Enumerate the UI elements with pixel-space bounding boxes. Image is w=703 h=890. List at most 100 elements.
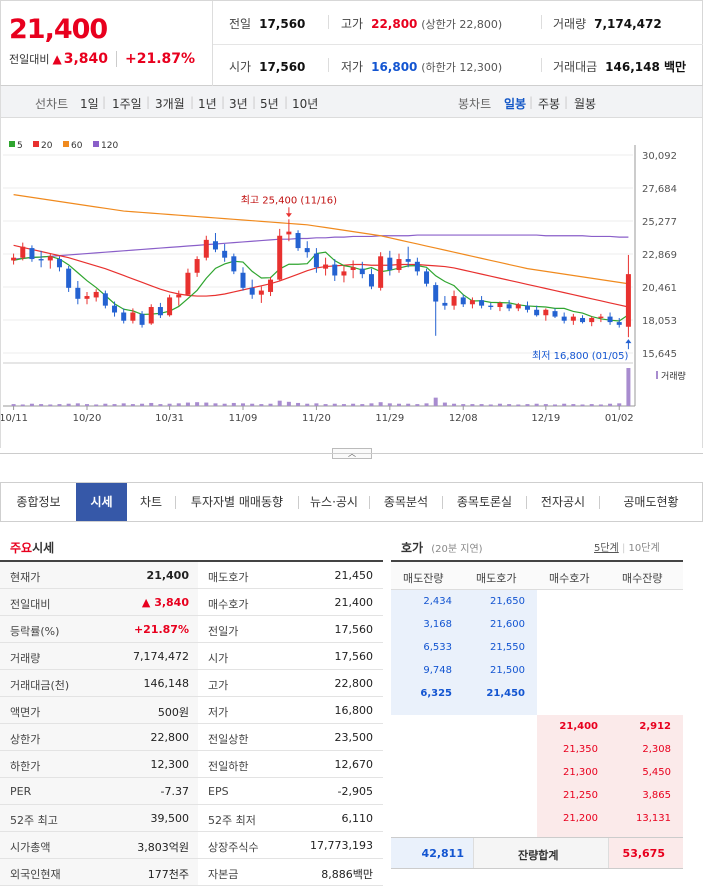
tab-news[interactable]: 뉴스·공시 xyxy=(310,495,358,509)
quote-value: 7,174,472 xyxy=(133,650,189,663)
volume-bar xyxy=(580,404,585,406)
quote-value: -2,905 xyxy=(337,785,373,798)
candle-body xyxy=(405,259,411,262)
candle-body xyxy=(488,305,494,308)
quote-row: 52주 최고 39,500 52주 최저 6,110 xyxy=(0,805,383,832)
volume-legend-swatch xyxy=(656,371,658,379)
main-quote-table: 현재가 21,400 매도호가 21,450 전일대비 ▲ 3,840 매수호가 21,400… xyxy=(0,560,383,886)
change-value: 3,840 xyxy=(63,51,109,67)
candle-body xyxy=(84,296,90,299)
y-tick-label: 15,645 xyxy=(642,349,677,360)
candle-body xyxy=(139,313,145,325)
quote-row: 시가총액 3,803억원 상장주식수 17,773,193 xyxy=(0,832,383,859)
volume-bar xyxy=(112,404,117,406)
tab-investor-trend[interactable]: 투자자별 매매동향 xyxy=(190,495,284,509)
quote-label: 자본금 xyxy=(208,868,239,881)
low-price: 저가 16,800 (하한가 12,300) xyxy=(341,60,503,74)
tab-3m[interactable]: 3개월 xyxy=(155,97,185,111)
volume-bar xyxy=(351,403,356,406)
tab-5y[interactable]: 5년 xyxy=(260,97,279,111)
quote-label: 등락률(%) xyxy=(10,625,60,638)
legend-label: 60 xyxy=(71,141,83,151)
level5-link[interactable]: 5단계 xyxy=(594,543,619,554)
bid-row: 21,250 3,865 xyxy=(537,784,683,807)
volume-bar xyxy=(461,404,466,406)
y-tick-label: 18,053 xyxy=(642,316,677,327)
tab-10y[interactable]: 10년 xyxy=(292,97,319,111)
candle-body xyxy=(479,300,485,306)
tab-weekly[interactable]: 주봉 xyxy=(538,97,561,111)
volume-bar xyxy=(617,403,622,406)
bid-price: 21,300 xyxy=(563,767,598,778)
volume-bar xyxy=(241,403,245,406)
volume-bar xyxy=(553,404,557,406)
candle-body xyxy=(93,291,99,298)
volume-bar xyxy=(11,404,16,406)
tab-1w[interactable]: 1주일 xyxy=(112,97,142,111)
candle-body xyxy=(552,311,558,317)
volume-bar xyxy=(149,402,154,406)
orderbook-total: 42,811 잔량합계 53,675 xyxy=(391,837,683,869)
moving-average-ma20 xyxy=(13,244,629,308)
legend-label: 120 xyxy=(101,141,118,151)
tab-3y[interactable]: 3년 xyxy=(229,97,248,111)
bid-price: 21,400 xyxy=(559,721,598,732)
candle-chart-label: 봉차트 xyxy=(458,97,492,111)
tab-1d[interactable]: 1일 xyxy=(80,97,99,111)
tab-overview[interactable]: 종합정보 xyxy=(16,495,61,509)
volume-bar xyxy=(94,404,99,406)
quote-value: ▲ 3,840 xyxy=(141,596,189,609)
x-tick-label: 01/02 xyxy=(605,413,634,424)
quote-label: 전일대비 xyxy=(10,598,51,611)
volume-bar xyxy=(360,404,365,406)
quote-label: 상장주식수 xyxy=(208,841,259,854)
tab-discussion[interactable]: 종목토론실 xyxy=(456,495,513,509)
quote-label: 시가 xyxy=(208,652,229,665)
legend-swatch xyxy=(93,141,99,147)
tab-1y[interactable]: 1년 xyxy=(198,97,217,111)
candle-body xyxy=(222,250,228,258)
ask-row: 2,434 21,650 xyxy=(391,590,537,613)
candle-body xyxy=(570,316,576,321)
volume-bar xyxy=(204,402,209,406)
volume-bar xyxy=(589,404,594,406)
tab-analysis[interactable]: 종목분석 xyxy=(383,495,429,509)
quote-label: 전일가 xyxy=(208,625,239,638)
tab-chart[interactable]: 차트 xyxy=(139,495,163,509)
candle-body xyxy=(442,302,448,306)
tab-short-selling[interactable]: 공매도현황 xyxy=(623,495,679,509)
quote-header: 21,400 전일대비 ▲ 3,840 +21.87% 전일 17,560 고가 2… xyxy=(0,0,703,87)
volume-bar xyxy=(341,404,346,406)
tab-daily[interactable]: 일봉 xyxy=(504,97,527,111)
moving-average-ma120 xyxy=(13,234,629,260)
tab-disclosure[interactable]: 전자공시 xyxy=(540,495,586,509)
candle-body xyxy=(240,272,246,288)
price-chart[interactable]: 5 20 60 120 30,092 27,684 25,277 22,869 20,461 18… xyxy=(0,118,703,448)
delay-note: (20분 지연) xyxy=(431,544,483,555)
volume-bar xyxy=(20,404,25,406)
trade-amount: 거래대금 146,148 백만 xyxy=(553,60,687,74)
candle-body xyxy=(323,264,329,269)
volume-bar xyxy=(598,404,603,406)
ask-price: 21,600 xyxy=(490,619,525,630)
quote-label: 상한가 xyxy=(10,733,41,746)
bid-block: 21,400 2,912 21,350 2,308 21,300 5,450 21,250 3… xyxy=(537,715,683,840)
volume-bar xyxy=(452,403,457,406)
candle-body xyxy=(625,274,631,327)
quote-label: 저가 xyxy=(208,706,229,719)
volume-bar xyxy=(250,403,255,406)
volume-bar xyxy=(66,403,71,406)
tab-monthly[interactable]: 월봉 xyxy=(574,97,597,111)
candle-body xyxy=(424,271,430,284)
volume-bar xyxy=(424,403,429,406)
tab-quotes[interactable]: 시세 xyxy=(76,483,127,521)
level10-link[interactable]: 10단계 xyxy=(628,543,660,554)
quote-row: 하한가 12,300 전일하한 12,670 xyxy=(0,751,383,778)
quote-value: 6,110 xyxy=(341,812,374,825)
y-tick-label: 25,277 xyxy=(642,217,677,228)
quote-value: 177천주 xyxy=(147,868,189,881)
volume-bar xyxy=(213,403,218,406)
volume-bar xyxy=(158,404,163,406)
volume-bar xyxy=(305,403,310,406)
legend-swatch xyxy=(63,141,69,147)
